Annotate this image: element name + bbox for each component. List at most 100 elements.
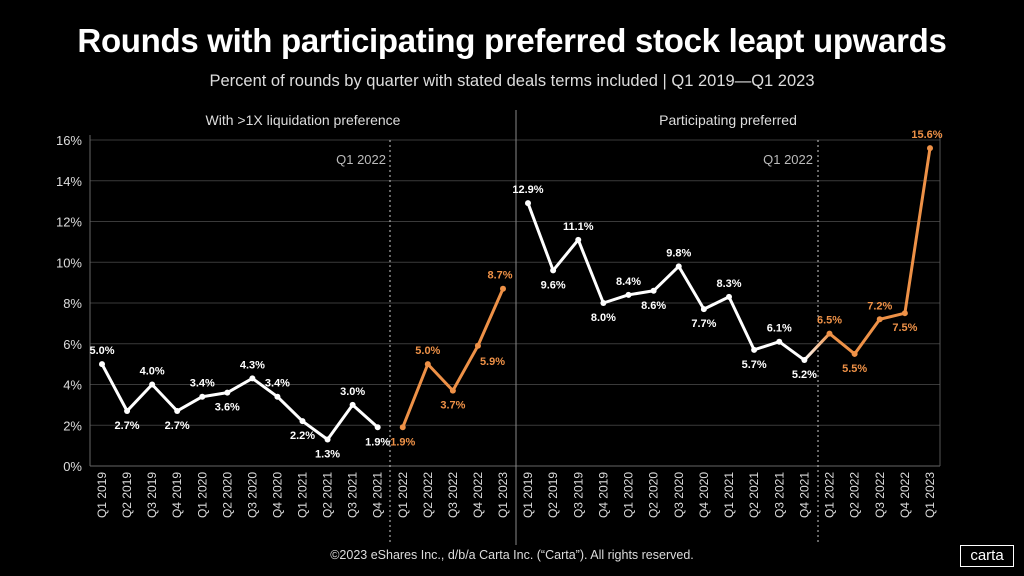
- data-label: 3.6%: [215, 402, 240, 414]
- data-label: 11.1%: [563, 221, 594, 233]
- series-segment: [727, 295, 756, 352]
- series-segment: [275, 395, 304, 423]
- data-label: 5.0%: [89, 345, 114, 357]
- data-label: 7.7%: [691, 318, 716, 330]
- series-segment: [476, 287, 505, 348]
- x-tick-label: Q1 2023: [496, 472, 510, 518]
- y-tick-label: 12%: [56, 215, 82, 230]
- data-label: 8.7%: [487, 270, 512, 282]
- series-segment: [702, 295, 731, 311]
- x-tick-label: Q4 2022: [898, 472, 912, 518]
- data-label: 8.0%: [591, 312, 616, 324]
- panel-title: Participating preferred: [659, 112, 797, 128]
- y-tick-label: 6%: [63, 337, 82, 352]
- x-tick-label: Q2 2019: [120, 472, 134, 518]
- series-segment: [200, 391, 229, 399]
- x-tick-label: Q3 2022: [446, 472, 460, 518]
- data-point: [149, 381, 156, 388]
- x-tick-label: Q3 2020: [672, 472, 686, 518]
- data-label: 7.2%: [867, 300, 892, 312]
- data-point: [726, 293, 732, 300]
- x-tick-label: Q3 2019: [145, 472, 159, 518]
- data-point: [575, 236, 582, 243]
- data-label: 3.4%: [190, 378, 215, 390]
- data-point: [224, 389, 231, 396]
- data-label: 5.7%: [742, 359, 767, 371]
- x-tick-label: Q3 2020: [245, 472, 259, 518]
- series-segment: [225, 376, 254, 395]
- data-label: 4.3%: [240, 359, 265, 371]
- y-tick-label: 4%: [63, 378, 82, 393]
- data-label: 15.6%: [911, 129, 942, 141]
- data-label: 9.6%: [541, 279, 566, 291]
- series-segment: [175, 395, 204, 413]
- y-tick-label: 0%: [63, 459, 82, 474]
- q1-2022-annotation: Q1 2022: [763, 152, 813, 167]
- y-tick-label: 2%: [63, 418, 82, 433]
- data-point: [751, 346, 758, 353]
- data-point: [374, 424, 381, 431]
- y-tick-label: 8%: [63, 296, 82, 311]
- data-label: 2.7%: [115, 420, 140, 432]
- data-point: [625, 291, 632, 298]
- data-label: 12.9%: [512, 184, 543, 196]
- y-tick-label: 14%: [56, 174, 82, 189]
- series-segment: [777, 340, 806, 362]
- data-label: 1.9%: [390, 436, 415, 448]
- data-point: [500, 285, 506, 292]
- data-label: 3.7%: [440, 400, 465, 412]
- data-point: [424, 361, 431, 368]
- series-segment: [677, 264, 706, 311]
- data-point: [525, 200, 531, 207]
- data-point: [550, 267, 557, 274]
- data-point: [299, 418, 306, 425]
- data-label: 9.8%: [666, 247, 691, 259]
- x-tick-label: Q2 2022: [421, 472, 435, 518]
- series-segment: [125, 383, 154, 413]
- x-tick-label: Q2 2019: [546, 472, 560, 518]
- series-segment: [853, 317, 882, 356]
- data-point: [826, 330, 833, 337]
- data-point: [274, 393, 281, 400]
- data-point: [876, 316, 883, 323]
- x-tick-label: Q1 2023: [923, 472, 937, 518]
- data-label: 5.5%: [842, 363, 867, 375]
- data-label: 3.4%: [265, 378, 290, 390]
- data-label: 1.9%: [365, 436, 390, 448]
- data-point: [399, 424, 406, 431]
- data-label: 8.6%: [641, 300, 666, 312]
- data-label: 7.5%: [892, 322, 917, 334]
- series-segment: [601, 293, 630, 305]
- series-segment: [451, 344, 480, 393]
- data-point: [675, 263, 682, 270]
- y-tick-label: 16%: [56, 133, 82, 148]
- data-label: 8.3%: [716, 278, 741, 290]
- data-label: 2.2%: [290, 430, 315, 442]
- x-tick-label: Q1 2019: [521, 472, 535, 518]
- data-label: 2.7%: [165, 420, 190, 432]
- series-segment: [802, 332, 831, 362]
- x-tick-label: Q1 2022: [396, 472, 410, 518]
- q1-2022-annotation: Q1 2022: [336, 152, 386, 167]
- copyright-footer: ©2023 eShares Inc., d/b/a Carta Inc. (“C…: [330, 548, 694, 562]
- data-point: [776, 338, 783, 345]
- x-tick-label: Q4 2021: [797, 472, 811, 518]
- data-point: [124, 407, 131, 414]
- data-point: [600, 300, 607, 306]
- series-segment: [150, 383, 179, 413]
- series-segment: [576, 238, 605, 305]
- x-tick-label: Q3 2019: [571, 472, 585, 518]
- data-point: [927, 145, 933, 152]
- x-tick-label: Q4 2021: [371, 472, 385, 518]
- series-segment: [752, 340, 781, 352]
- data-label: 5.2%: [792, 369, 817, 381]
- data-label: 5.9%: [480, 356, 505, 368]
- data-point: [349, 401, 356, 408]
- x-tick-label: Q1 2021: [296, 472, 310, 518]
- data-point: [801, 357, 808, 364]
- series-segment: [627, 289, 656, 297]
- data-label: 1.3%: [315, 449, 340, 461]
- x-tick-label: Q3 2021: [772, 472, 786, 518]
- x-tick-label: Q1 2020: [195, 472, 209, 518]
